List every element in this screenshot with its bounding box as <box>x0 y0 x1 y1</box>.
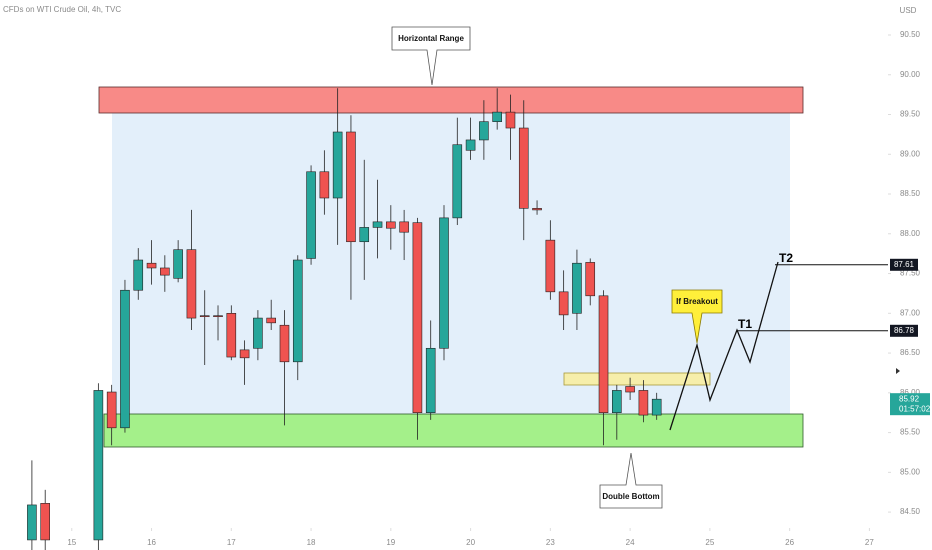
countdown: 01:57:02 <box>899 404 931 413</box>
y-tick-label: 88.00 <box>900 229 921 238</box>
chart-title: CFDs on WTI Crude Oil, 4h, TVC <box>3 5 121 14</box>
candle-body <box>306 171 316 259</box>
resistance-zone <box>98 86 804 114</box>
candle-body <box>120 289 130 429</box>
x-tick-label: 24 <box>626 538 635 547</box>
candle-body <box>253 317 263 349</box>
y-tick-label: 85.00 <box>900 467 921 476</box>
candle-body <box>372 221 383 228</box>
y-tick-label: 90.50 <box>900 30 921 39</box>
candle-body <box>27 504 37 541</box>
support-zone <box>103 413 804 448</box>
y-tick-label: 87.00 <box>900 308 921 317</box>
target-label: T1 <box>738 317 752 331</box>
candle-body <box>173 249 183 279</box>
candle-body <box>572 262 582 314</box>
price-label: 86.78 <box>894 326 915 335</box>
candle-body <box>199 315 210 317</box>
candle-body <box>279 324 290 363</box>
candle-body <box>346 131 356 243</box>
candle-body <box>518 127 529 209</box>
projection-path <box>669 261 779 431</box>
candle-body <box>93 390 104 541</box>
candle-body <box>425 347 436 413</box>
last-price-box <box>890 393 930 416</box>
target-label: T2 <box>779 251 793 265</box>
price-label-box <box>890 258 918 271</box>
candle-body <box>292 259 303 363</box>
x-tick-label: 18 <box>307 538 316 547</box>
price-label: 87.61 <box>894 260 915 269</box>
x-tick-label: 25 <box>705 538 714 547</box>
candle-body <box>319 171 330 199</box>
candle-body <box>239 349 250 359</box>
candle-body <box>505 111 516 129</box>
callout <box>391 26 471 86</box>
callout-text: Horizontal Range <box>398 34 464 43</box>
callout <box>671 289 723 344</box>
y-tick-label: 89.00 <box>900 149 921 158</box>
candle-body <box>412 222 423 413</box>
candle-body <box>213 315 223 317</box>
x-tick-label: 27 <box>865 538 874 547</box>
candle-body <box>386 221 396 229</box>
candle-body <box>160 267 170 276</box>
x-tick-label: 20 <box>466 538 475 547</box>
candle-body <box>226 313 237 358</box>
candle-body <box>545 239 556 293</box>
price-label-box <box>890 324 918 337</box>
candle-body <box>359 227 370 243</box>
currency: USD <box>900 6 917 15</box>
x-tick-label: 23 <box>546 538 555 547</box>
y-tick-label: 84.50 <box>900 507 921 516</box>
y-tick-label: 87.50 <box>900 269 921 278</box>
x-tick-label: 17 <box>227 538 236 547</box>
candle-body <box>133 259 144 291</box>
y-tick-label: 85.50 <box>900 428 921 437</box>
marker <box>896 368 900 374</box>
candle-body <box>585 262 596 297</box>
y-tick-label: 88.50 <box>900 189 921 198</box>
candle-body <box>625 386 635 393</box>
x-tick-label: 16 <box>147 538 156 547</box>
candle-body <box>638 390 649 416</box>
last-price: 85.92 <box>899 394 920 403</box>
candle-body <box>558 291 569 316</box>
candle-body <box>465 139 476 151</box>
candle-body <box>399 221 409 233</box>
candle-body <box>266 317 276 324</box>
candle-body <box>146 262 157 269</box>
candle-body <box>439 217 449 349</box>
callout-text: Double Bottom <box>602 492 659 501</box>
callout <box>599 452 663 509</box>
candle-body <box>452 144 463 219</box>
candle-body <box>651 398 662 416</box>
candle-body <box>492 111 502 122</box>
candle-body <box>332 131 343 199</box>
y-tick-label: 86.00 <box>900 388 921 397</box>
candle-body <box>479 121 489 141</box>
y-tick-label: 89.50 <box>900 110 921 119</box>
callout-text: If Breakout <box>676 297 718 306</box>
candle-body <box>186 249 197 319</box>
candles <box>27 88 662 550</box>
x-tick-label: 15 <box>67 538 76 547</box>
candle-body <box>532 208 542 211</box>
candle-body <box>106 391 117 429</box>
x-tick-label: 19 <box>386 538 395 547</box>
candle-body <box>40 503 50 541</box>
range-zone <box>112 113 790 414</box>
x-tick-label: 26 <box>785 538 794 547</box>
y-tick-label: 86.50 <box>900 348 921 357</box>
candle-body <box>612 390 622 413</box>
candle-body <box>598 295 609 413</box>
y-tick-label: 90.00 <box>900 70 921 79</box>
